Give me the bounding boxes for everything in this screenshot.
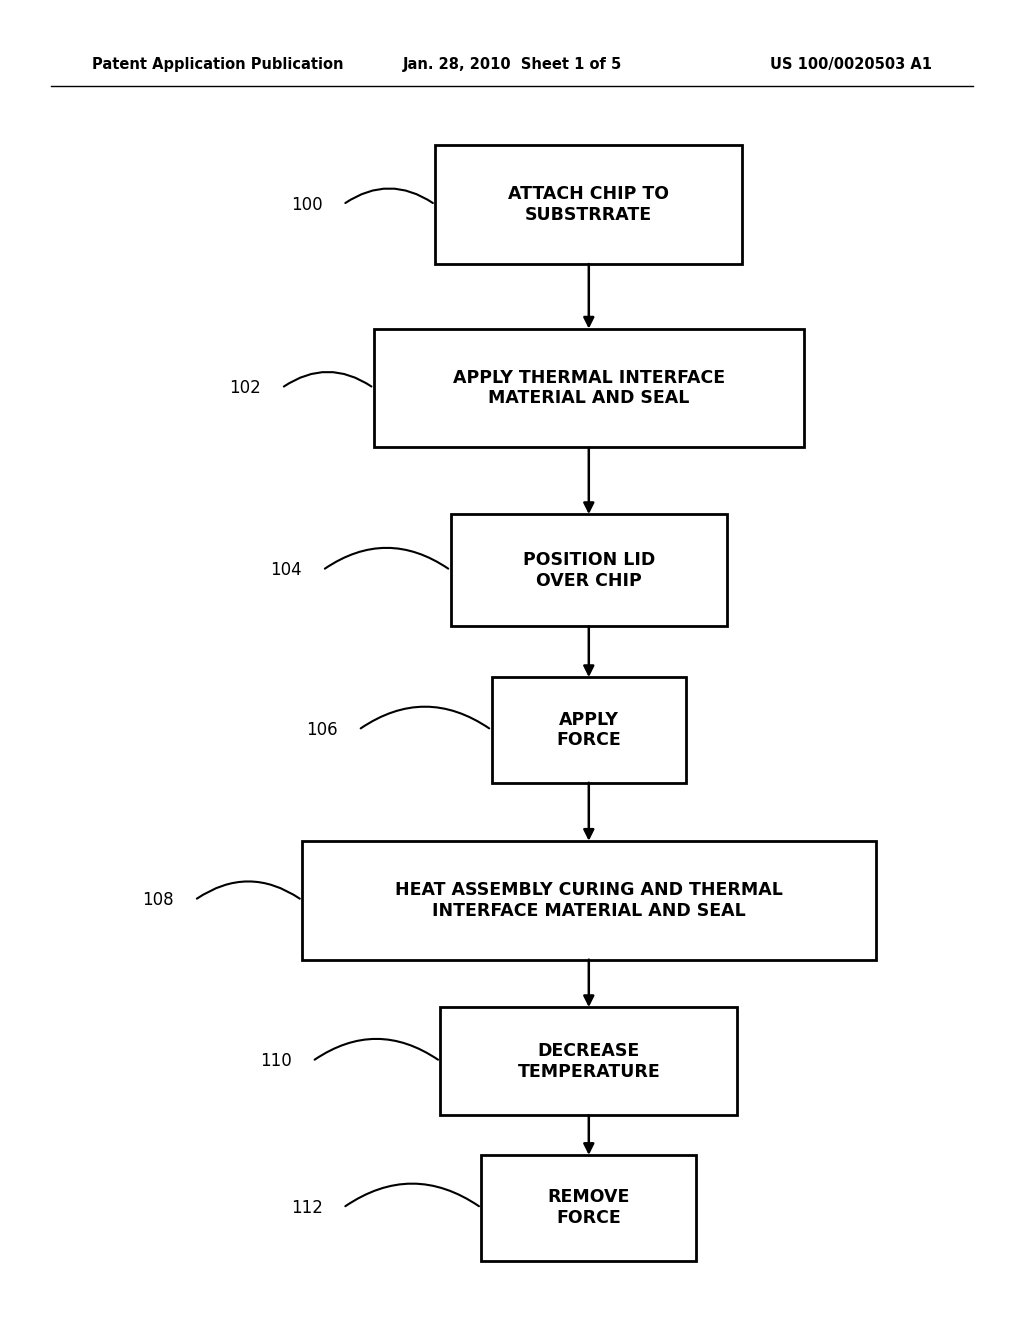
Text: REMOVE
FORCE: REMOVE FORCE — [548, 1188, 630, 1228]
Text: DECREASE
TEMPERATURE: DECREASE TEMPERATURE — [517, 1041, 660, 1081]
Text: HEAT ASSEMBLY CURING AND THERMAL
INTERFACE MATERIAL AND SEAL: HEAT ASSEMBLY CURING AND THERMAL INTERFA… — [395, 880, 782, 920]
Text: Jan. 28, 2010  Sheet 1 of 5: Jan. 28, 2010 Sheet 1 of 5 — [402, 57, 622, 71]
FancyBboxPatch shape — [481, 1155, 696, 1261]
Text: Patent Application Publication: Patent Application Publication — [92, 57, 344, 71]
Text: 110: 110 — [260, 1052, 292, 1071]
FancyArrowPatch shape — [284, 372, 372, 387]
Text: POSITION LID
OVER CHIP: POSITION LID OVER CHIP — [522, 550, 655, 590]
Text: 108: 108 — [142, 891, 174, 909]
FancyArrowPatch shape — [197, 882, 300, 899]
FancyBboxPatch shape — [435, 145, 742, 264]
Text: 100: 100 — [291, 195, 323, 214]
FancyBboxPatch shape — [492, 677, 686, 783]
Text: US 100/0020503 A1: US 100/0020503 A1 — [770, 57, 932, 71]
FancyArrowPatch shape — [314, 1039, 438, 1060]
Text: ATTACH CHIP TO
SUBSTRRATE: ATTACH CHIP TO SUBSTRRATE — [508, 185, 670, 224]
FancyArrowPatch shape — [345, 189, 433, 203]
Text: 112: 112 — [291, 1199, 323, 1217]
FancyBboxPatch shape — [374, 329, 804, 447]
FancyBboxPatch shape — [440, 1007, 737, 1115]
Text: 104: 104 — [270, 561, 302, 579]
Text: APPLY
FORCE: APPLY FORCE — [556, 710, 622, 750]
Text: APPLY THERMAL INTERFACE
MATERIAL AND SEAL: APPLY THERMAL INTERFACE MATERIAL AND SEA… — [453, 368, 725, 408]
Text: 102: 102 — [229, 379, 261, 397]
Text: 106: 106 — [306, 721, 338, 739]
FancyBboxPatch shape — [451, 515, 727, 627]
FancyArrowPatch shape — [345, 1184, 479, 1206]
FancyBboxPatch shape — [302, 841, 876, 960]
FancyArrowPatch shape — [325, 548, 449, 569]
FancyArrowPatch shape — [360, 706, 489, 729]
